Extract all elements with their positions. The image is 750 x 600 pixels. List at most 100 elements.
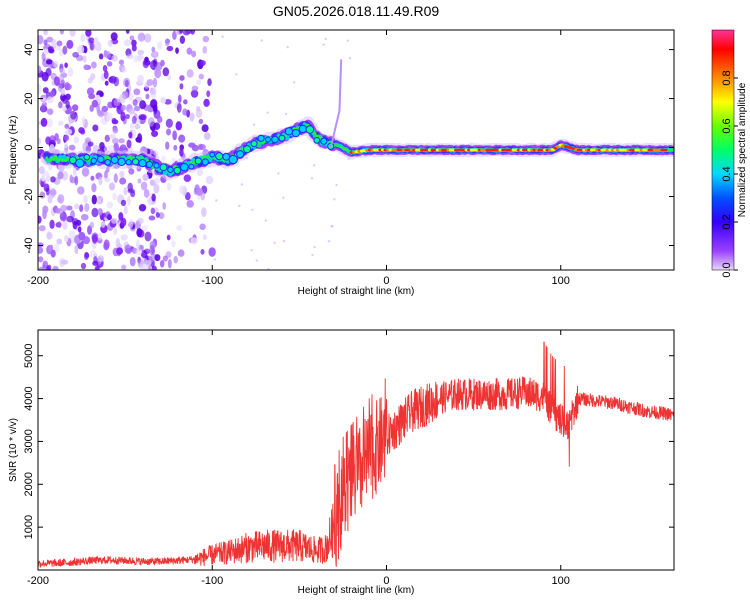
- spectrogram-noise-dot: [81, 116, 86, 125]
- spectrogram-noise-dot: [62, 45, 68, 55]
- spectrogram-noise-dot: [178, 134, 186, 143]
- colorbar-tick-label: 0.6: [721, 118, 733, 133]
- spectrogram-noise-dot: [120, 234, 128, 241]
- snr-ylabel: SNR (10 * v/v): [8, 418, 19, 482]
- spectrogram-noise-dot: [252, 123, 256, 126]
- colorbar: 0.0 0.2 0.4 0.6 0.8 Normalized spectral ampl…: [711, 29, 748, 278]
- spectrogram-noise-dot: [184, 192, 191, 201]
- spectrogram-noise-dot: [137, 178, 142, 184]
- spectrogram-ridge-blob: [320, 137, 328, 145]
- spectrogram-ridge-blob: [90, 157, 97, 164]
- spectrogram-noise-dot: [179, 35, 186, 44]
- spectrogram-noise-dot: [46, 118, 53, 128]
- spectrogram-noise-dot: [109, 133, 116, 139]
- spectrogram-noise-dot: [113, 98, 121, 107]
- spectrogram-noise-dot: [179, 75, 185, 81]
- spectrogram-noise-dot: [128, 131, 133, 139]
- spectrogram-noise-dot: [54, 243, 60, 253]
- spectrogram-noise-dot: [38, 246, 44, 254]
- spectrogram-noise-dot: [59, 212, 67, 222]
- spectrogram-noise-dot: [135, 239, 140, 250]
- spectrogram-noise-dot: [206, 90, 211, 98]
- spectrogram-noise-dot: [201, 207, 207, 218]
- spectrogram-noise-dot: [63, 141, 69, 149]
- spectrogram-noise-dot: [331, 224, 334, 228]
- spectrogram-noise-dot: [49, 219, 55, 230]
- snr-xtick-label: -100: [201, 575, 223, 587]
- spectrogram-noise-dot: [120, 217, 127, 227]
- spectrogram-noise-dot: [62, 220, 68, 230]
- spectrogram-noise-dot: [45, 136, 51, 145]
- spectrogram-noise-dot: [100, 220, 106, 228]
- spectrogram-ridge-blob: [201, 158, 209, 166]
- spectrogram-ridge-blob: [159, 163, 168, 172]
- spectrogram-noise-dot: [175, 30, 180, 35]
- spectrogram-noise-dot: [89, 221, 95, 229]
- spectrogram-noise-dot: [84, 202, 90, 212]
- spectrogram-noise-dot: [118, 94, 126, 104]
- spectrogram-noise-dot: [213, 258, 217, 261]
- spectrogram-noise-dot: [151, 130, 159, 138]
- spectrogram-ridge-blob: [131, 158, 140, 166]
- snr-axes: -200 -100 0 100 1000 2000 3000 4000 5000: [23, 330, 674, 587]
- spectrogram-noise-dot: [183, 174, 192, 182]
- spectrogram-noise-dot: [45, 266, 51, 270]
- spectrogram-noise-dot: [60, 204, 68, 212]
- spectrogram-noise-dot: [50, 176, 56, 183]
- spectrogram-noise-dot: [64, 128, 73, 136]
- spectrogram-ridge-blob: [167, 166, 174, 173]
- spectrogram-noise-dot: [56, 238, 63, 245]
- spectrogram-noise-dot: [322, 43, 325, 46]
- spectrogram-noise-dot: [200, 249, 205, 255]
- spectrogram-noise-dot: [131, 44, 137, 52]
- spectrogram-noise-dot: [172, 130, 177, 141]
- spectrogram-noise-dot: [190, 237, 198, 245]
- spectrogram-noise-dot: [73, 136, 80, 144]
- spectrogram-noise-dot: [87, 141, 94, 147]
- spectrogram-noise-dot: [205, 175, 214, 185]
- spectrogram-noise-dot: [120, 199, 127, 207]
- spectrogram-noise-dot: [152, 58, 158, 67]
- spectrogram-noise-dot: [56, 138, 61, 145]
- spectrogram-noise-dot: [128, 108, 136, 115]
- spectrogram-noise-dot: [198, 143, 206, 150]
- spectrogram-noise-dot: [186, 200, 194, 208]
- spectrogram-noise-dot: [78, 231, 86, 241]
- spectrogram-noise-dot: [195, 108, 203, 118]
- colorbar-gradient: [711, 29, 735, 271]
- spectrogram-noise-dot: [167, 258, 172, 269]
- spectrogram-ridge-blob: [104, 159, 111, 166]
- spectrogram-noise-dot: [124, 79, 129, 87]
- spectrogram-noise-dot: [251, 208, 254, 212]
- spectrogram-noise-dot: [49, 189, 57, 196]
- spectrogram-noise-dot: [47, 194, 53, 204]
- spectrogram-noise-dot: [90, 249, 96, 258]
- spectrogram-ridge-blob: [194, 157, 202, 165]
- spectrogram-noise-dot: [312, 164, 316, 167]
- spectrogram-noise-dot: [49, 90, 55, 98]
- spectrogram-noise-dot: [106, 201, 114, 209]
- spectrogram-noise-dot: [56, 40, 63, 47]
- spectrogram-noise-dot: [91, 99, 99, 108]
- spectrogram-noise-dot: [132, 129, 136, 140]
- spectrogram-noise-dot: [145, 93, 150, 100]
- spectrogram-noise-dot: [146, 79, 154, 87]
- spectrogram-noise-dot: [154, 207, 159, 214]
- spectrogram-noise-dot: [151, 193, 156, 202]
- spectrogram-noise-dot: [183, 99, 188, 105]
- spectrogram-noise-dot: [83, 45, 88, 54]
- spectrogram-noise-dot: [97, 232, 103, 241]
- spectrogram-noise-dot: [45, 174, 51, 183]
- figure-title: GN05.2026.018.11.49.R09: [273, 3, 440, 19]
- spectrogram-noise-dot: [282, 196, 285, 199]
- spectrogram-noise-dot: [202, 234, 207, 241]
- spectrogram-noise-dot: [144, 231, 152, 242]
- spectrogram-noise-dot: [38, 84, 42, 95]
- spectrogram-ridge-blob: [209, 151, 216, 158]
- spectrogram-noise-dot: [60, 259, 69, 265]
- spectrogram-noise-dot: [59, 48, 64, 57]
- spectrogram-noise-dot: [177, 249, 185, 257]
- spectrogram-noise-dot: [42, 87, 49, 94]
- spectrogram-noise-dot: [166, 182, 172, 191]
- spectrogram-noise-dot: [177, 94, 182, 103]
